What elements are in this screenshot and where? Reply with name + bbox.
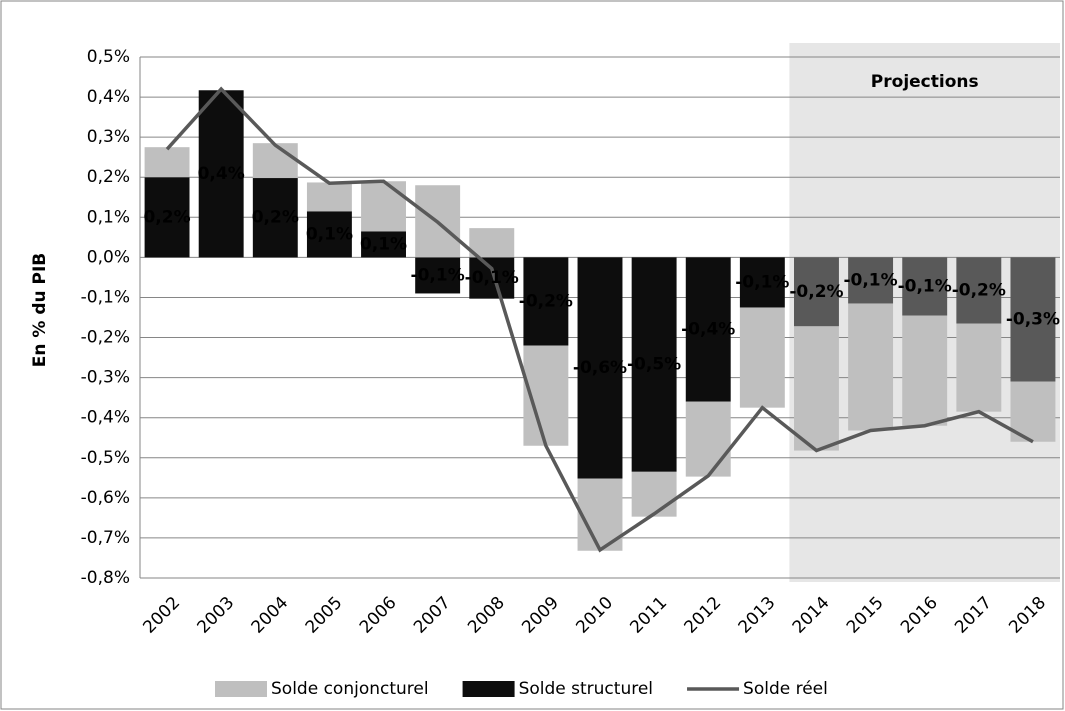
bar [523, 257, 569, 346]
y-tick-label: 0,0% [87, 247, 130, 267]
y-tick-label: -0,7% [81, 528, 130, 548]
legend-label: Solde conjoncturel [271, 679, 429, 699]
bar [1010, 257, 1056, 382]
y-tick-label: -0,5% [81, 448, 130, 468]
value-label: -0,1% [411, 265, 465, 285]
bar [631, 257, 677, 472]
bar [739, 307, 785, 408]
bar [685, 257, 731, 402]
value-label: -0,1% [843, 270, 897, 290]
legend-swatch [215, 681, 267, 697]
value-label: -0,2% [952, 280, 1006, 300]
bar [415, 257, 461, 294]
bar [848, 303, 894, 431]
line [165, 86, 1034, 553]
y-tick-label: 0,1% [87, 207, 130, 227]
bar [361, 181, 406, 232]
y-tick-label: -0,3% [81, 368, 130, 388]
legend-swatch [462, 681, 515, 697]
value-label: -0,3% [1006, 310, 1060, 330]
value-label: -0,2% [789, 282, 843, 302]
value-label: 0,2% [252, 208, 299, 228]
bar [956, 323, 1002, 412]
bar [794, 326, 839, 451]
value-label: -0,2% [519, 291, 573, 311]
legend-label: Solde réel [743, 679, 828, 699]
projection-label: Projections [871, 72, 979, 92]
value-label: -0,1% [735, 272, 789, 292]
y-tick-label: 0,4% [87, 87, 130, 107]
legend-label: Solde structurel [519, 679, 653, 699]
bar [469, 257, 515, 299]
y-tick-label: -0,1% [81, 287, 130, 307]
value-label: -0,6% [573, 358, 627, 378]
y-axis-label: En % du PIB [30, 253, 50, 368]
value-label: 0,1% [306, 224, 353, 244]
y-tick-label: 0,5% [87, 47, 130, 67]
bar [144, 177, 190, 258]
bar [794, 257, 839, 327]
bar [469, 228, 515, 258]
y-tick-label: -0,4% [81, 408, 130, 428]
bar [306, 211, 352, 258]
value-label: -0,5% [627, 355, 681, 375]
value-label: -0,1% [465, 268, 519, 288]
value-label: 0,2% [143, 207, 190, 227]
value-label: 0,4% [198, 164, 245, 184]
y-tick-label: -0,2% [81, 328, 130, 348]
bar [198, 90, 244, 258]
value-label: -0,1% [898, 276, 952, 296]
bar [631, 471, 677, 517]
bar [577, 257, 623, 479]
bar [252, 178, 298, 258]
bar [956, 257, 1002, 324]
bar [848, 257, 894, 304]
value-label: -0,4% [681, 320, 735, 340]
y-tick-label: -0,6% [81, 488, 130, 508]
bar [252, 143, 298, 179]
y-tick-label: -0,8% [81, 568, 130, 588]
bar [306, 182, 352, 212]
bar [739, 257, 785, 308]
bar [685, 401, 731, 477]
bar [902, 257, 948, 316]
y-tick-label: 0,2% [87, 167, 130, 187]
bar [144, 147, 190, 178]
bar [361, 231, 406, 258]
y-tick-label: 0,3% [87, 127, 130, 147]
bar [902, 315, 948, 426]
value-label: 0,1% [360, 234, 407, 254]
